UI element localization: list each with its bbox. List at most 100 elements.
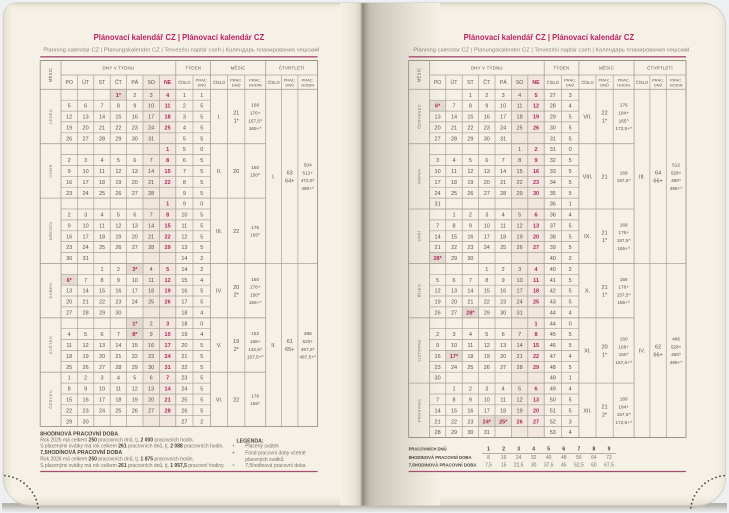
svg-text:19: 19 [233, 339, 239, 345]
svg-text:ŘÍJEN: ŘÍJEN [417, 284, 422, 297]
svg-text:17: 17 [165, 343, 171, 349]
svg-text:HODIN: HODIN [670, 82, 683, 87]
svg-text:5: 5 [569, 191, 572, 197]
svg-text:NE: NE [164, 80, 172, 86]
svg-text:5: 5 [200, 213, 203, 219]
svg-text:2: 2 [569, 267, 572, 273]
svg-text:20: 20 [500, 354, 506, 360]
svg-text:11: 11 [182, 223, 188, 229]
svg-text:20: 20 [233, 285, 239, 291]
svg-text:5: 5 [200, 398, 203, 404]
svg-text:10: 10 [500, 104, 506, 110]
svg-text:13: 13 [181, 245, 187, 251]
svg-text:DNŮ: DNŮ [654, 82, 663, 87]
svg-text:66+: 66+ [653, 352, 662, 358]
svg-text:30: 30 [467, 256, 473, 262]
svg-text:25: 25 [66, 365, 72, 371]
svg-text:25: 25 [467, 365, 473, 371]
svg-text:160: 160 [251, 277, 259, 282]
svg-text:ČÍSLO: ČÍSLO [267, 80, 279, 85]
svg-text:4: 4 [569, 104, 572, 110]
svg-text:480^: 480^ [671, 178, 682, 183]
svg-text:15: 15 [451, 234, 457, 240]
svg-text:21: 21 [148, 234, 154, 240]
svg-text:13: 13 [148, 387, 154, 393]
svg-text:IX.: IX. [584, 234, 591, 240]
svg-text:5: 5 [547, 447, 550, 453]
svg-text:16: 16 [484, 115, 490, 121]
svg-text:PRAC.: PRAC. [302, 77, 314, 82]
svg-text:22: 22 [451, 245, 457, 251]
svg-text:24: 24 [132, 300, 138, 306]
svg-text:5: 5 [200, 191, 203, 197]
svg-text:168: 168 [620, 397, 628, 402]
svg-text:157,5^: 157,5^ [617, 238, 632, 243]
svg-text:24: 24 [500, 126, 506, 132]
svg-text:5: 5 [436, 278, 439, 284]
svg-text:26: 26 [517, 419, 523, 425]
svg-text:28: 28 [435, 430, 441, 436]
svg-text:19: 19 [517, 234, 523, 240]
svg-text:5: 5 [200, 126, 203, 132]
svg-text:23: 23 [435, 365, 441, 371]
svg-text:4: 4 [200, 278, 203, 284]
svg-text:5: 5 [183, 136, 186, 142]
svg-text:5: 5 [569, 332, 572, 338]
svg-text:5: 5 [569, 278, 572, 284]
svg-text:19: 19 [66, 126, 72, 132]
svg-text:12: 12 [517, 223, 523, 229]
svg-text:4: 4 [452, 158, 455, 164]
svg-text:32: 32 [550, 158, 556, 164]
svg-text:15: 15 [451, 408, 457, 414]
svg-text:5: 5 [518, 387, 521, 393]
svg-text:23: 23 [467, 245, 473, 251]
svg-text:26: 26 [533, 126, 539, 132]
svg-text:1*: 1* [234, 119, 240, 125]
svg-text:5: 5 [569, 408, 572, 414]
svg-text:7: 7 [436, 223, 439, 229]
svg-text:3: 3 [518, 267, 521, 273]
svg-text:172,5+^: 172,5+^ [615, 420, 632, 425]
svg-text:39: 39 [550, 245, 556, 251]
svg-text:21: 21 [435, 245, 441, 251]
svg-text:24: 24 [435, 191, 441, 197]
svg-text:47: 47 [550, 354, 556, 360]
svg-text:16: 16 [148, 343, 154, 349]
svg-text:29: 29 [517, 191, 523, 197]
svg-text:5: 5 [469, 158, 472, 164]
svg-text:5: 5 [569, 115, 572, 121]
svg-text:18: 18 [165, 115, 171, 121]
svg-text:19: 19 [165, 289, 171, 295]
svg-text:16: 16 [533, 169, 539, 175]
svg-text:15: 15 [165, 169, 171, 175]
svg-text:20: 20 [148, 398, 154, 404]
svg-text:150^: 150^ [619, 352, 630, 357]
svg-text:13: 13 [533, 223, 539, 229]
svg-text:9: 9 [485, 104, 488, 110]
svg-text:1: 1 [569, 202, 572, 208]
svg-text:168+: 168+ [618, 344, 629, 349]
svg-text:1: 1 [452, 213, 455, 219]
svg-text:NE: NE [532, 80, 540, 86]
svg-text:10: 10 [181, 213, 187, 219]
svg-text:ČERVENEC: ČERVENEC [417, 104, 422, 129]
svg-text:31: 31 [83, 256, 89, 262]
svg-text:PRAC.: PRAC. [230, 77, 242, 82]
svg-text:27: 27 [533, 245, 539, 251]
svg-text:PÁ: PÁ [131, 79, 138, 86]
svg-text:18: 18 [148, 289, 154, 295]
svg-text:29: 29 [165, 245, 171, 251]
svg-text:14: 14 [181, 267, 187, 273]
svg-text:1: 1 [487, 447, 490, 453]
svg-text:30: 30 [132, 136, 138, 142]
svg-text:13: 13 [99, 343, 105, 349]
svg-text:5: 5 [200, 223, 203, 229]
svg-text:61: 61 [287, 339, 293, 345]
svg-text:5: 5 [485, 332, 488, 338]
svg-text:30: 30 [531, 463, 537, 469]
svg-text:3: 3 [84, 158, 87, 164]
svg-text:27: 27 [533, 419, 539, 425]
svg-text:22: 22 [99, 300, 105, 306]
svg-text:14: 14 [165, 387, 172, 393]
svg-text:23: 23 [83, 408, 89, 414]
